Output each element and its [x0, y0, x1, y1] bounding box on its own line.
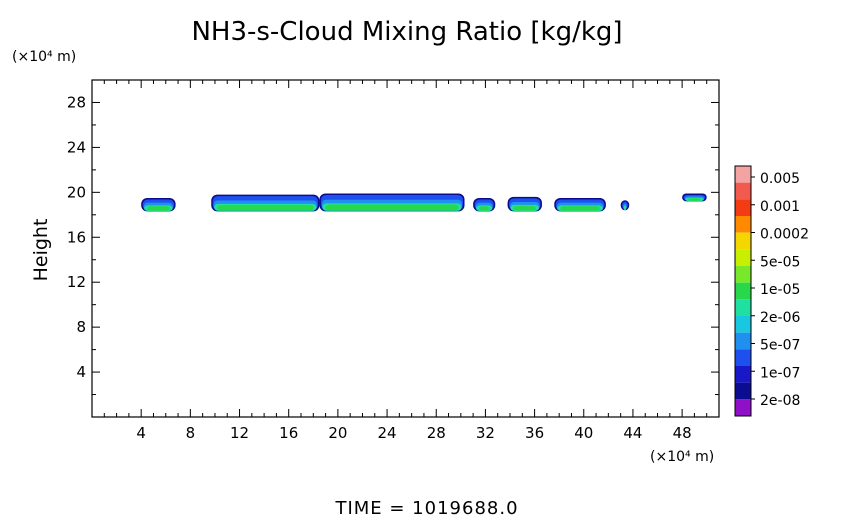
y-axis-label: Height: [30, 219, 52, 282]
colorbar: 0.005 0.001 0.0002 5e-05 1e-05 2e-06 5e-07 1e-0…: [734, 165, 809, 417]
colorbar-label: 0.001: [760, 199, 800, 215]
y-axis-unit: (×10⁴ m): [12, 49, 76, 65]
x-tick-label: 28: [427, 424, 446, 442]
colorbar-swatch: [735, 316, 751, 333]
x-tick-label: 44: [623, 424, 642, 442]
colorbar-swatch: [735, 332, 751, 350]
colorbar-swatch: [735, 166, 751, 183]
colorbar-swatch: [735, 216, 751, 233]
colorbar-label: 2e-06: [760, 310, 800, 326]
colorbar-swatch: [735, 232, 751, 250]
x-tick-label: 4: [136, 424, 146, 442]
cloud-layer: [688, 198, 701, 201]
colorbar-swatch: [735, 366, 751, 383]
cloud-layer: [560, 206, 600, 211]
cloud-segment: [319, 193, 465, 212]
cloud-layer: [217, 205, 314, 211]
colorbar-label: 5e-07: [760, 338, 800, 354]
colorbar-swatch: [735, 399, 751, 416]
colorbar-label: 1e-05: [760, 282, 800, 298]
cloud-segment: [211, 194, 320, 212]
time-label: TIME = 1019688.0: [334, 498, 518, 519]
colorbar-label: 5e-05: [760, 254, 800, 270]
x-tick-label: 12: [230, 424, 249, 442]
cloud-layer: [325, 204, 459, 211]
x-tick-label: 8: [186, 424, 196, 442]
y-tick-label: 16: [67, 228, 86, 246]
colorbar-label: 0.005: [760, 171, 800, 187]
colorbar-label: 1e-07: [760, 365, 800, 381]
colorbar-swatch: [735, 199, 751, 216]
colorbar-swatch: [735, 282, 751, 300]
cloud-segment: [554, 197, 606, 212]
cloud-layer: [623, 205, 627, 211]
x-tick-label: 48: [673, 424, 692, 442]
colorbar-swatch: [735, 299, 751, 316]
colorbar-swatch: [735, 382, 751, 400]
colorbar-swatch: [735, 182, 751, 200]
x-tick-label: 16: [279, 424, 298, 442]
cloud-segment: [473, 197, 496, 212]
cloud-field: [141, 193, 707, 212]
colorbar-label: 2e-08: [760, 393, 800, 409]
cloud-layer: [513, 205, 536, 211]
cloud-segment: [620, 200, 630, 211]
y-tick-label: 8: [76, 318, 86, 336]
colorbar-swatch: [735, 349, 751, 366]
y-tick-label: 28: [67, 93, 86, 111]
x-tick-label: 32: [476, 424, 495, 442]
plot-frame: [91, 79, 720, 418]
x-tick-label: 20: [328, 424, 347, 442]
y-tick-label: 24: [67, 138, 86, 156]
chart-title: NH3-s-Cloud Mixing Ratio [kg/kg]: [191, 17, 622, 47]
cloud-segment: [141, 197, 176, 212]
x-axis-unit: (×10⁴ m): [650, 449, 714, 465]
cloud-layer: [147, 206, 170, 211]
colorbar-label: 0.0002: [760, 227, 809, 243]
cloud-segment: [682, 193, 707, 202]
y-tick-label: 12: [67, 273, 86, 291]
x-tick-label: 24: [378, 424, 397, 442]
colorbar-swatch: [735, 249, 751, 266]
y-tick-label: 20: [67, 183, 86, 201]
x-tick-label: 40: [574, 424, 593, 442]
cloud-layer: [479, 206, 490, 211]
y-tick-label: 4: [76, 363, 86, 381]
colorbar-swatch: [735, 266, 751, 283]
cloud-segment: [507, 196, 542, 212]
colorbar-frame: [734, 165, 752, 417]
x-tick-label: 36: [525, 424, 544, 442]
